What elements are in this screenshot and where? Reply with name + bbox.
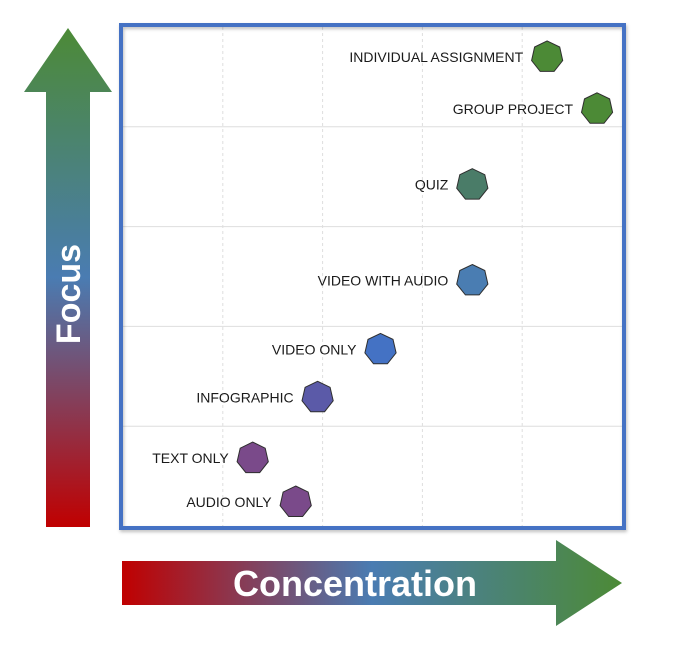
data-point-label: TEXT ONLY (152, 450, 229, 466)
plot-background (121, 25, 624, 528)
data-point-marker (456, 168, 489, 200)
data-point-marker (301, 380, 334, 413)
data-point-label: VIDEO WITH AUDIO (318, 272, 449, 288)
data-point-label: AUDIO ONLY (186, 494, 272, 510)
data-point-label: INDIVIDUAL ASSIGNMENT (349, 49, 523, 65)
data-point-label: GROUP PROJECT (453, 101, 574, 117)
plot-frame (119, 23, 626, 530)
data-point-label: VIDEO ONLY (272, 341, 357, 357)
data-point-marker (279, 485, 312, 517)
data-point-marker (531, 40, 564, 72)
data-points: INDIVIDUAL ASSIGNMENT GROUP PROJECT QUIZ VI… (152, 40, 614, 517)
concentration-axis-arrow: Concentration (122, 540, 622, 626)
focus-arrow-shape (24, 28, 112, 527)
data-point-marker (236, 441, 269, 474)
data-point-marker (364, 332, 397, 365)
focus-axis-arrow: Focus (24, 28, 112, 527)
concentration-arrow-shape (122, 540, 622, 626)
plot-area: INDIVIDUAL ASSIGNMENT GROUP PROJECT QUIZ VI… (119, 23, 626, 530)
data-point-marker (580, 92, 614, 124)
grid (123, 27, 622, 526)
data-point-label: QUIZ (415, 177, 449, 193)
y-axis-label: Focus (50, 244, 88, 344)
data-point-label: INFOGRAPHIC (196, 389, 293, 405)
data-point-marker (456, 263, 489, 296)
x-axis-label: Concentration (233, 563, 477, 604)
